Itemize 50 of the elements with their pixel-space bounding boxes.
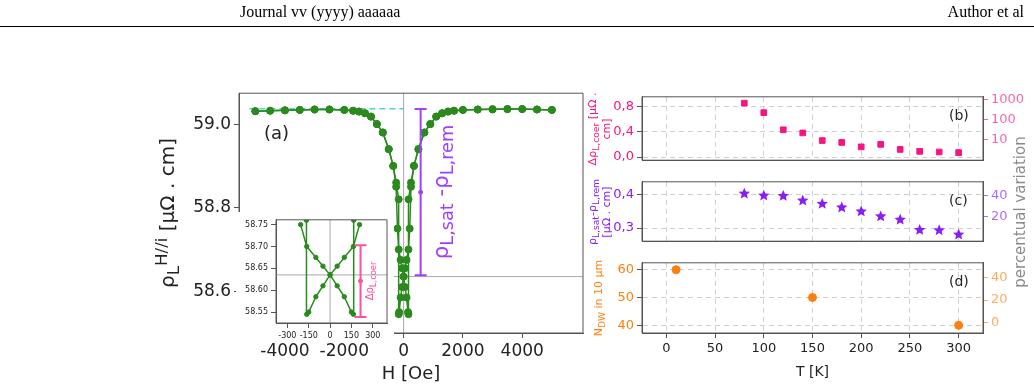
annotation: (d)	[949, 272, 969, 289]
x-axis-title: H [Oe]	[381, 362, 441, 384]
x-tick-label: -4000	[260, 339, 310, 360]
y-tick-label: 58.55	[245, 307, 268, 317]
annotation: (b)	[949, 106, 969, 123]
y-tick-label: 58.60	[245, 285, 268, 295]
x-tick-label: -300	[278, 330, 297, 340]
y-tick-label: 0,3	[613, 219, 634, 235]
y-tick-label: 59.0	[193, 112, 231, 133]
y-tick-label: 58.6	[193, 279, 231, 300]
x-axis-title: T [K]	[795, 363, 830, 380]
y-tick-label: 60	[617, 261, 634, 277]
x-tick-label: 150	[343, 330, 360, 340]
x-tick-label: 0	[327, 330, 333, 340]
y2-tick-label: 40	[991, 187, 1008, 203]
y-tick-label: 0,8	[613, 97, 634, 113]
x-tick-label: 250	[897, 340, 923, 356]
x-tick-label: 4000	[500, 339, 544, 360]
y2-tick-label: 1000	[991, 91, 1025, 107]
text: Author et al	[947, 3, 1024, 22]
x-tick-label: 0	[398, 339, 409, 360]
x-tick-label: 200	[848, 340, 874, 356]
x-tick-label: 0	[662, 340, 671, 356]
x-tick-label: 300	[365, 330, 381, 340]
y-tick-label: 58.70	[245, 241, 268, 251]
y-tick-label: 50	[617, 288, 634, 304]
x-tick-label: 150	[800, 340, 825, 356]
y2-tick-label: 20	[991, 208, 1008, 224]
y-tick-label: 0,4	[613, 123, 634, 139]
x-tick-label: -150	[299, 330, 318, 340]
y-tick-label: 58.8	[193, 196, 231, 217]
x-tick-label: 300	[946, 340, 972, 356]
y-tick-label: 58.65	[245, 263, 268, 273]
y2-tick-label: 100	[991, 111, 1016, 127]
annotation: (c)	[949, 191, 968, 208]
x-tick-label: 2000	[441, 339, 485, 360]
y-tick-label: 40	[617, 316, 634, 332]
y2-axis-title: percentual variation	[1010, 135, 1029, 288]
y2-tick-label: 20	[991, 291, 1008, 307]
annotation: (a)	[264, 122, 290, 144]
y2-tick-label: 0	[991, 313, 1000, 329]
x-tick-label: 100	[751, 340, 777, 356]
y-tick-label: 0,4	[613, 186, 634, 202]
y-tick-label: 58.75	[245, 219, 268, 229]
y2-tick-label: 40	[991, 268, 1008, 284]
y-tick-label: 0,0	[613, 148, 634, 164]
x-tick-label: 50	[706, 340, 724, 356]
text: Journal vv (yyyy) aaaaaa	[240, 3, 401, 22]
y2-tick-label: 10	[991, 130, 1008, 146]
x-tick-label: -2000	[319, 339, 369, 360]
